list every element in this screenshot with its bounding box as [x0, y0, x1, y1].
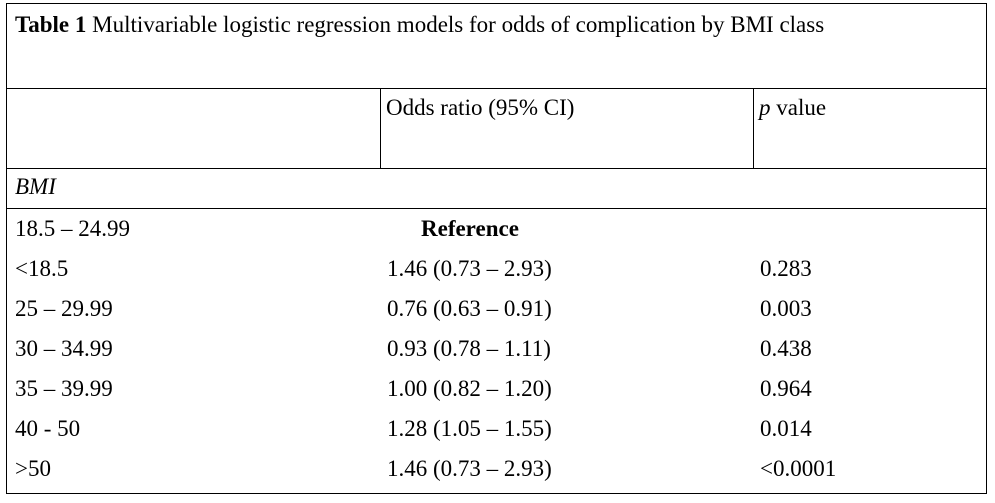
regression-table: Table 1 Multivariable logistic regressio… [6, 3, 987, 494]
section-label: BMI [15, 174, 56, 199]
row-label: 35 – 39.99 [15, 376, 113, 401]
p-value-cell: <0.0001 [760, 456, 837, 481]
row-label: 25 – 29.99 [15, 296, 113, 321]
reference-label: Reference [421, 216, 519, 241]
p-value-cell: 0.283 [760, 256, 812, 281]
table-header-row: Odds ratio (95% CI) p value [7, 89, 986, 169]
table-row: >50 1.46 (0.73 – 2.93) <0.0001 [7, 449, 986, 489]
p-value-cell: 0.438 [760, 336, 812, 361]
odds-ratio-cell: 1.28 (1.05 – 1.55) [387, 416, 552, 441]
header-odds-ratio: Odds ratio (95% CI) [380, 89, 753, 168]
table-row: <18.5 1.46 (0.73 – 2.93) 0.283 [7, 249, 986, 289]
row-label: 40 - 50 [15, 416, 81, 441]
p-value-cell: 0.003 [760, 296, 812, 321]
row-label: 30 – 34.99 [15, 336, 113, 361]
header-p-value: p value [753, 89, 986, 168]
section-row-bmi: BMI [7, 169, 986, 209]
odds-ratio-cell: 0.76 (0.63 – 0.91) [387, 296, 552, 321]
odds-ratio-cell: 0.93 (0.78 – 1.11) [387, 336, 551, 361]
row-label: <18.5 [15, 256, 69, 281]
table-number: Table 1 [15, 12, 87, 37]
odds-ratio-cell: 1.46 (0.73 – 2.93) [387, 456, 552, 481]
table-caption: Multivariable logistic regression models… [86, 12, 825, 37]
p-symbol: p [759, 95, 771, 120]
table-row: 35 – 39.99 1.00 (0.82 – 1.20) 0.964 [7, 369, 986, 409]
row-label: >50 [15, 456, 51, 481]
p-value-word: value [770, 95, 827, 120]
p-value-cell: 0.014 [760, 416, 812, 441]
header-cell-empty [7, 89, 380, 168]
odds-ratio-cell: 1.46 (0.73 – 2.93) [387, 256, 552, 281]
table-row: 30 – 34.99 0.93 (0.78 – 1.11) 0.438 [7, 329, 986, 369]
table-row: 40 - 50 1.28 (1.05 – 1.55) 0.014 [7, 409, 986, 449]
odds-ratio-cell: 1.00 (0.82 – 1.20) [387, 376, 552, 401]
row-label: 18.5 – 24.99 [15, 216, 130, 241]
table-title-row: Table 1 Multivariable logistic regressio… [7, 4, 986, 89]
table-title: Table 1 Multivariable logistic regressio… [15, 12, 824, 38]
table-row: 18.5 – 24.99 Reference [7, 209, 986, 249]
table-row: 25 – 29.99 0.76 (0.63 – 0.91) 0.003 [7, 289, 986, 329]
p-value-cell: 0.964 [760, 376, 812, 401]
